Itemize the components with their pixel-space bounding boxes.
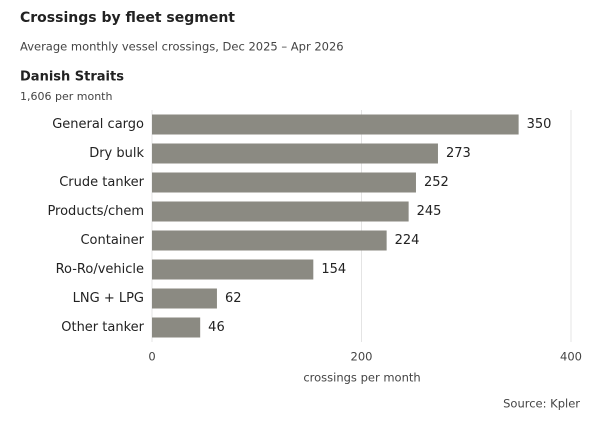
- x-tick-label: 400: [560, 350, 582, 364]
- x-tick-label: 200: [351, 350, 373, 364]
- y-tick-label: General cargo: [52, 117, 144, 132]
- bar: [152, 317, 201, 338]
- value-label: 46: [208, 320, 225, 335]
- panel-title: Danish Straits: [20, 70, 124, 85]
- bar: [152, 172, 416, 193]
- y-tick-label: Crude tanker: [59, 175, 144, 190]
- bar: [152, 288, 217, 309]
- bar: [152, 230, 387, 251]
- y-tick-label: Ro-Ro/vehicle: [56, 262, 144, 277]
- value-label: 252: [424, 175, 449, 190]
- y-tick-label: LNG + LPG: [73, 291, 144, 306]
- bar: [152, 143, 438, 164]
- bar: [152, 114, 519, 135]
- chart-title: Crossings by fleet segment: [20, 10, 235, 26]
- y-tick-label: Products/chem: [47, 204, 144, 219]
- bar: [152, 201, 409, 222]
- x-axis-label: crossings per month: [303, 371, 420, 385]
- value-label: 245: [417, 204, 442, 219]
- y-tick-label: Dry bulk: [89, 146, 144, 161]
- x-tick-label: 0: [148, 350, 155, 364]
- value-label: 350: [527, 117, 552, 132]
- bar: [152, 259, 314, 280]
- source: Source: Kpler: [503, 397, 580, 411]
- value-label: 154: [321, 262, 346, 277]
- chart-subtitle: Average monthly vessel crossings, Dec 20…: [20, 40, 344, 54]
- value-label: 224: [395, 233, 420, 248]
- y-tick-label: Container: [80, 233, 144, 248]
- y-tick-label: Other tanker: [61, 320, 144, 335]
- value-label: 62: [225, 291, 242, 306]
- value-label: 273: [446, 146, 471, 161]
- panel-subtitle: 1,606 per month: [20, 90, 112, 103]
